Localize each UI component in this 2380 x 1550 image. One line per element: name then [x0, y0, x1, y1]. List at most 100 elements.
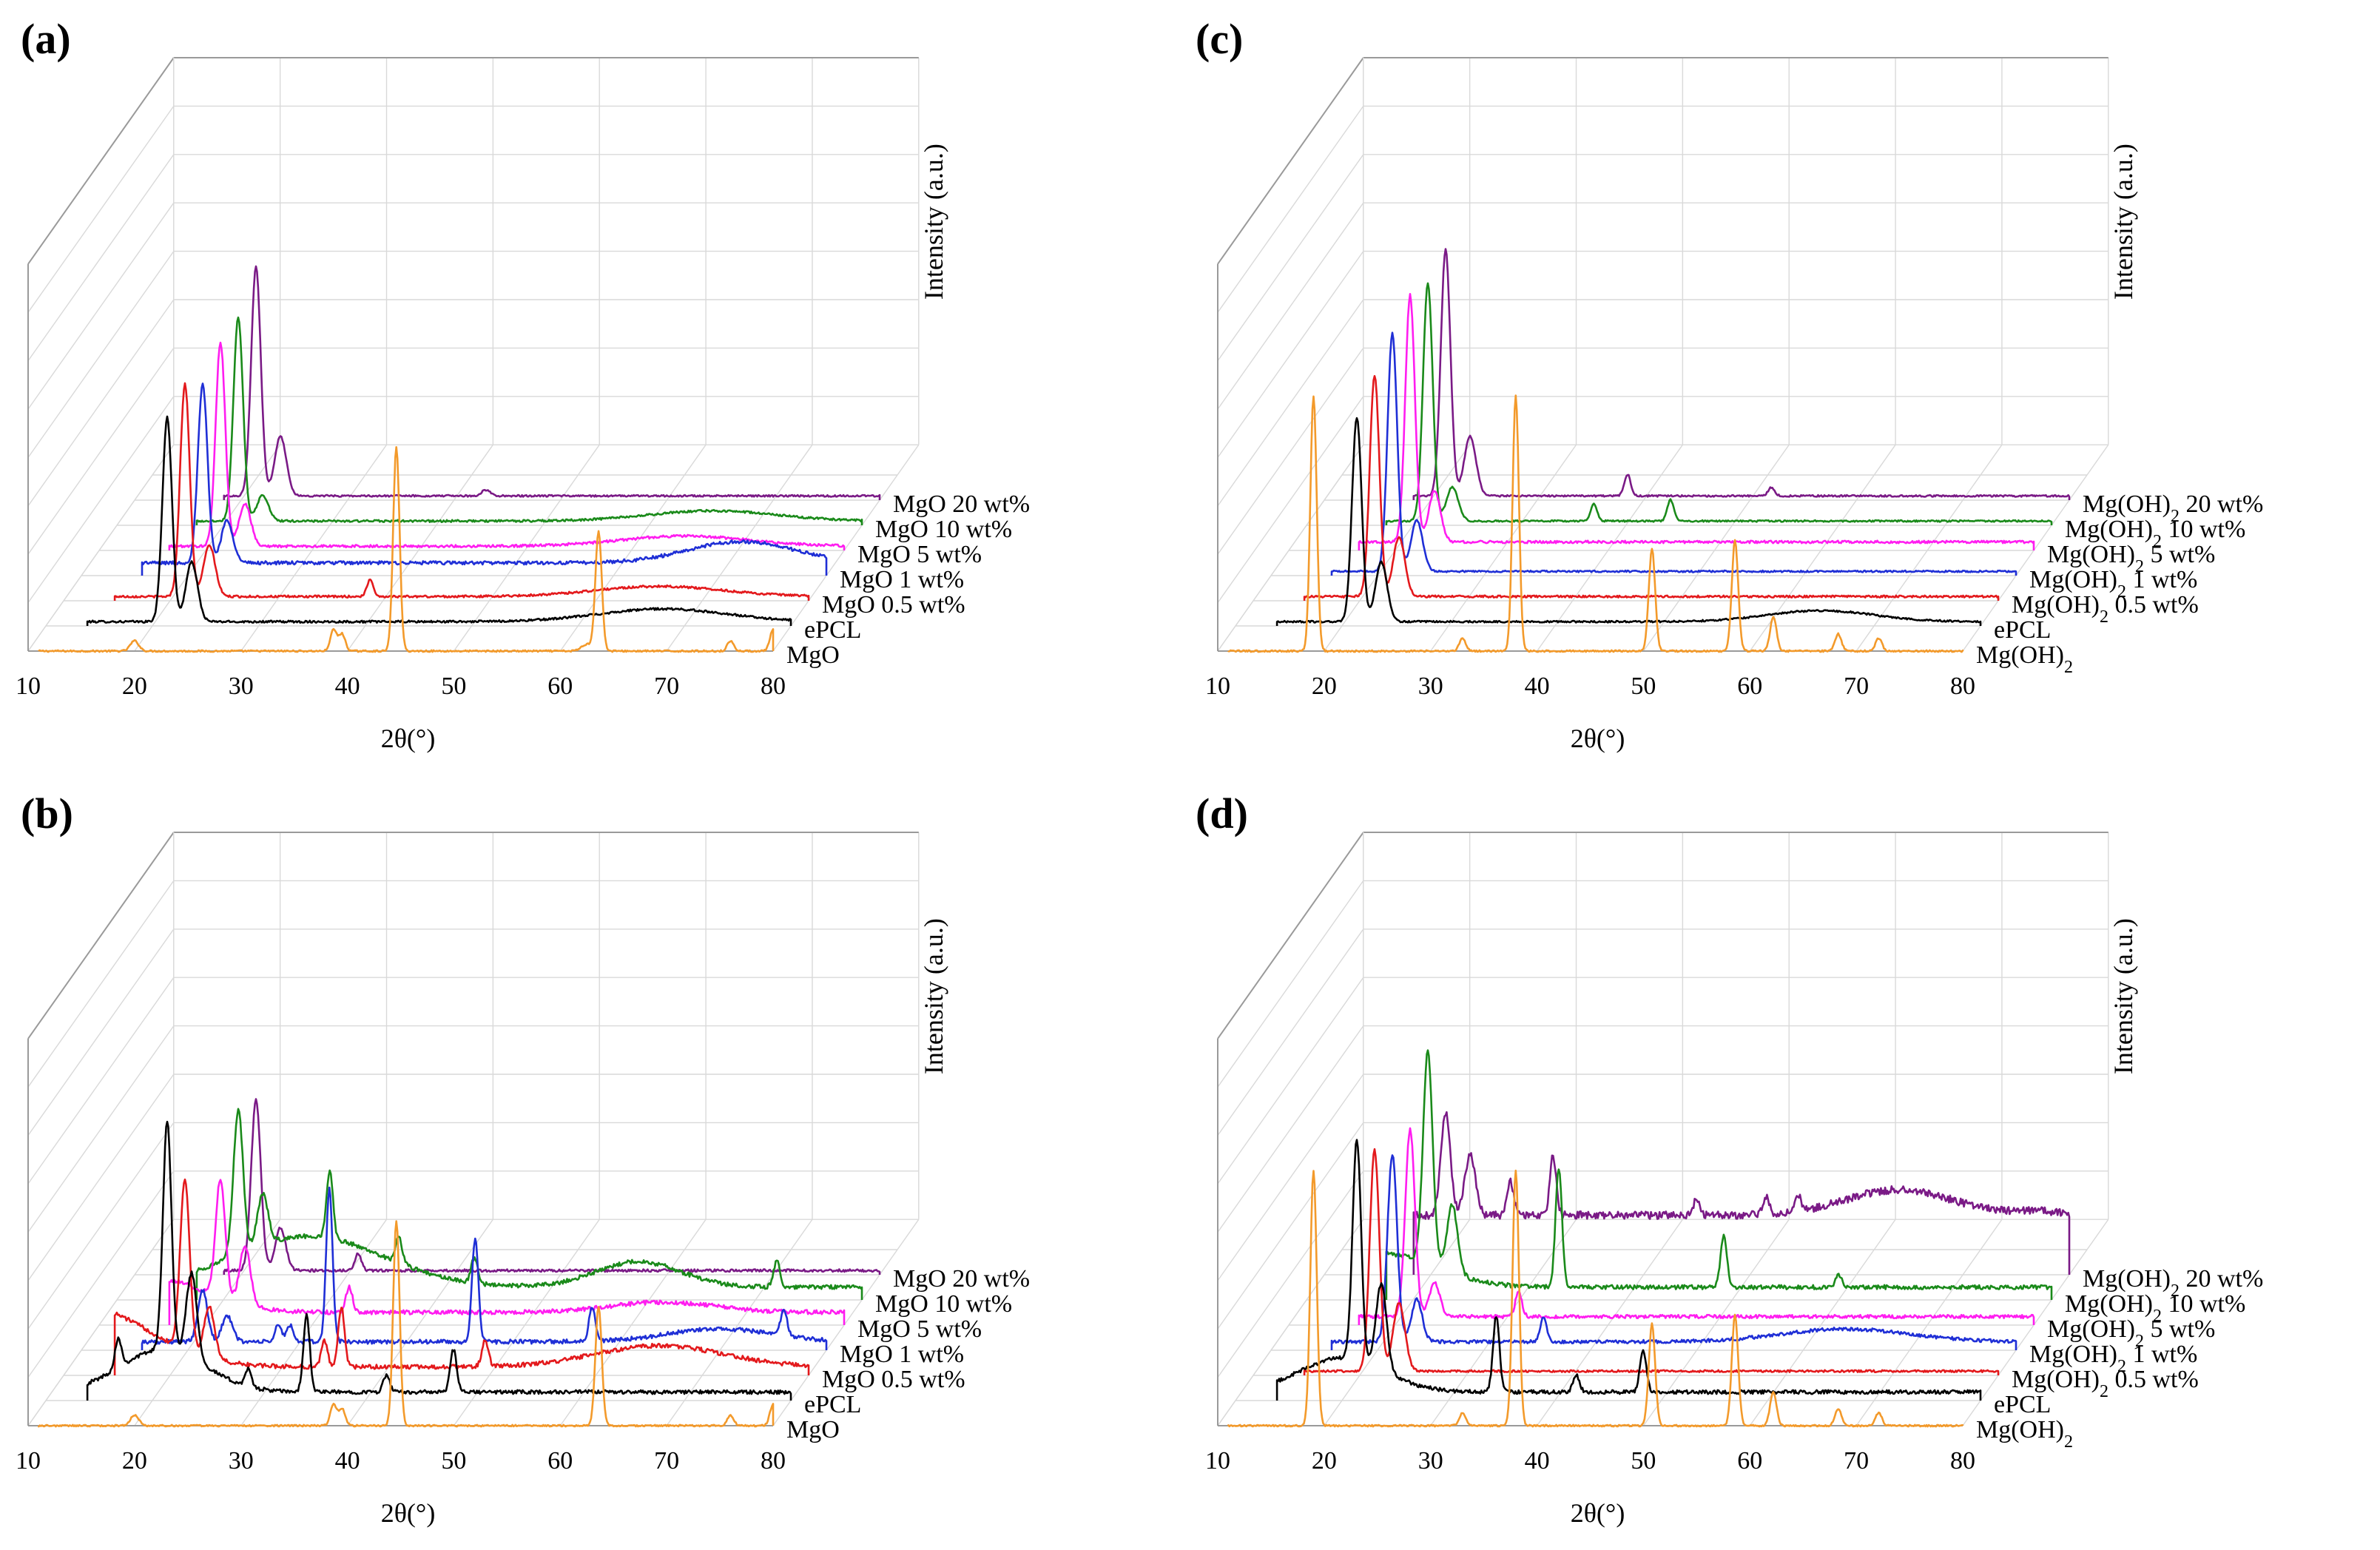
series-label: ePCL — [804, 616, 861, 644]
series-label: Mg(OH)2 5 wt% — [2047, 541, 2215, 576]
panel-label: (c) — [1196, 15, 1243, 63]
x-tick-label: 30 — [1418, 1447, 1443, 1475]
chart-svg-d: (d) 10 20 30 40 50 60 70 80 2θ(°) Intensity (a.… — [1196, 789, 2263, 1528]
series-line — [86, 1120, 792, 1401]
series-line — [1275, 417, 1982, 626]
series-lines — [38, 1098, 881, 1428]
panel-c: (c) 10 20 30 40 50 60 70 80 2θ(°) Intensity (a.… — [1190, 0, 2379, 775]
x-tick-label: 50 — [1631, 1447, 1656, 1475]
series-line — [113, 1178, 810, 1375]
series-label: MgO 10 wt% — [875, 1290, 1012, 1318]
series-labels: MgO 20 wt%MgO 10 wt%MgO 5 wt%MgO 1 wt% Mg… — [786, 491, 1030, 669]
series-label: Mg(OH)2 1 wt% — [2029, 566, 2197, 602]
series-line — [1227, 394, 1964, 653]
series-label: MgO 1 wt% — [840, 566, 964, 593]
series-line — [1412, 1111, 2071, 1275]
x-tick-label: 10 — [16, 1447, 41, 1475]
series-line — [168, 341, 846, 550]
x-tick-label: 20 — [122, 1447, 147, 1475]
z-axis-title: Intensity (a.u.) — [919, 918, 948, 1074]
series-label: Mg(OH)2 20 wt% — [2083, 491, 2263, 526]
series-line — [1303, 374, 2000, 601]
series-label: Mg(OH)2 — [1976, 641, 2073, 677]
series-label: ePCL — [1994, 616, 2051, 644]
x-tick-labels: 10 20 30 40 50 60 70 80 — [16, 673, 786, 700]
x-tick-label: 70 — [1844, 673, 1869, 700]
x-tick-label: 10 — [1205, 673, 1230, 700]
x-tick-label: 80 — [1950, 673, 1975, 700]
panel-label: (b) — [21, 789, 73, 838]
x-tick-label: 40 — [1525, 1447, 1550, 1475]
series-labels: MgO 20 wt%MgO 10 wt%MgO 5 wt%MgO 1 wt%Mg… — [786, 1265, 1030, 1443]
x-tick-label: 40 — [335, 1447, 360, 1475]
axes-frame — [27, 57, 920, 652]
series-label: Mg(OH)2 5 wt% — [2047, 1315, 2215, 1351]
series-lines — [1227, 248, 2071, 653]
series-label: Mg(OH)2 0.5 wt% — [2012, 591, 2199, 627]
series-line — [168, 1179, 846, 1325]
series-label: MgO 20 wt% — [893, 491, 1030, 518]
chart-svg-c: (c) 10 20 30 40 50 60 70 80 2θ(°) Intensity (a.… — [1196, 15, 2263, 753]
series-line — [1358, 1127, 2035, 1325]
x-tick-label: 10 — [1205, 1447, 1230, 1475]
panel-label: (a) — [21, 15, 71, 63]
axes-frame — [1217, 57, 2109, 652]
series-label: Mg(OH)2 20 wt% — [2083, 1265, 2263, 1301]
series-label: MgO — [786, 1416, 840, 1443]
series-line — [86, 415, 792, 626]
x-tick-label: 80 — [761, 1447, 786, 1475]
series-label: MgO 5 wt% — [857, 1315, 982, 1343]
panel-d: (d) 10 20 30 40 50 60 70 80 2θ(°) Intensity (a.… — [1190, 775, 2379, 1549]
series-labels: Mg(OH)2 20 wt%Mg(OH)2 10 wt%Mg(OH)2 5 wt… — [1976, 1265, 2263, 1452]
x-tick-label: 70 — [654, 673, 679, 700]
series-line — [1385, 1049, 2053, 1300]
series-line — [223, 265, 881, 500]
x-tick-label: 40 — [1525, 673, 1550, 700]
series-line — [1412, 248, 2071, 500]
panel-b: (b) 10 20 30 40 50 60 70 80 2θ(°) Intensity (a.… — [0, 775, 1190, 1549]
series-line — [223, 1098, 881, 1275]
x-tick-labels: 10 20 30 40 50 60 70 80 — [16, 1447, 786, 1475]
x-axis-title: 2θ(°) — [381, 724, 436, 753]
chart-svg-b: (b) 10 20 30 40 50 60 70 80 2θ(°) Intensity (a.… — [16, 789, 1030, 1528]
x-tick-label: 50 — [441, 673, 466, 700]
series-label: MgO — [786, 641, 840, 669]
series-line — [195, 316, 863, 525]
z-axis-title: Intensity (a.u.) — [919, 144, 948, 300]
series-line — [1303, 1148, 2000, 1375]
x-tick-labels: 10 20 30 40 50 60 70 80 — [1205, 673, 1975, 700]
chart-svg-a: (a) 10 20 30 40 50 60 70 80 2θ(°) Intensity (a.… — [16, 15, 1030, 753]
series-line — [113, 382, 810, 601]
x-tick-label: 70 — [654, 1447, 679, 1475]
series-label: Mg(OH)2 — [1976, 1416, 2073, 1452]
x-tick-label: 20 — [122, 673, 147, 700]
panel-label: (d) — [1196, 789, 1248, 838]
series-line — [1227, 1169, 1964, 1428]
series-line — [1275, 1139, 1982, 1401]
series-lines — [1227, 1049, 2071, 1428]
series-label: MgO 5 wt% — [857, 541, 982, 568]
series-line — [195, 1108, 863, 1300]
x-tick-label: 60 — [547, 673, 573, 700]
series-label: MgO 0.5 wt% — [822, 1366, 965, 1393]
x-tick-label: 70 — [1844, 1447, 1869, 1475]
series-label: MgO 1 wt% — [840, 1341, 964, 1368]
x-tick-label: 20 — [1312, 1447, 1337, 1475]
x-tick-label: 80 — [761, 673, 786, 700]
series-label: MgO 20 wt% — [893, 1265, 1030, 1293]
series-line — [1385, 282, 2053, 525]
x-axis-title: 2θ(°) — [1571, 1498, 1625, 1528]
series-label: ePCL — [1994, 1391, 2051, 1418]
x-tick-label: 20 — [1312, 673, 1337, 700]
x-axis-title: 2θ(°) — [1571, 724, 1625, 753]
x-tick-labels: 10 20 30 40 50 60 70 80 — [1205, 1447, 1975, 1475]
x-tick-label: 80 — [1950, 1447, 1975, 1475]
series-label: Mg(OH)2 10 wt% — [2065, 1290, 2245, 1326]
series-labels: Mg(OH)2 20 wt%Mg(OH)2 10 wt%Mg(OH)2 5 wt… — [1976, 491, 2263, 677]
series-line — [1358, 293, 2035, 550]
series-label: MgO 10 wt% — [875, 516, 1012, 543]
x-tick-label: 10 — [16, 673, 41, 700]
series-line — [1330, 331, 2017, 576]
z-axis-title: Intensity (a.u.) — [2108, 918, 2138, 1074]
x-tick-label: 30 — [229, 673, 254, 700]
